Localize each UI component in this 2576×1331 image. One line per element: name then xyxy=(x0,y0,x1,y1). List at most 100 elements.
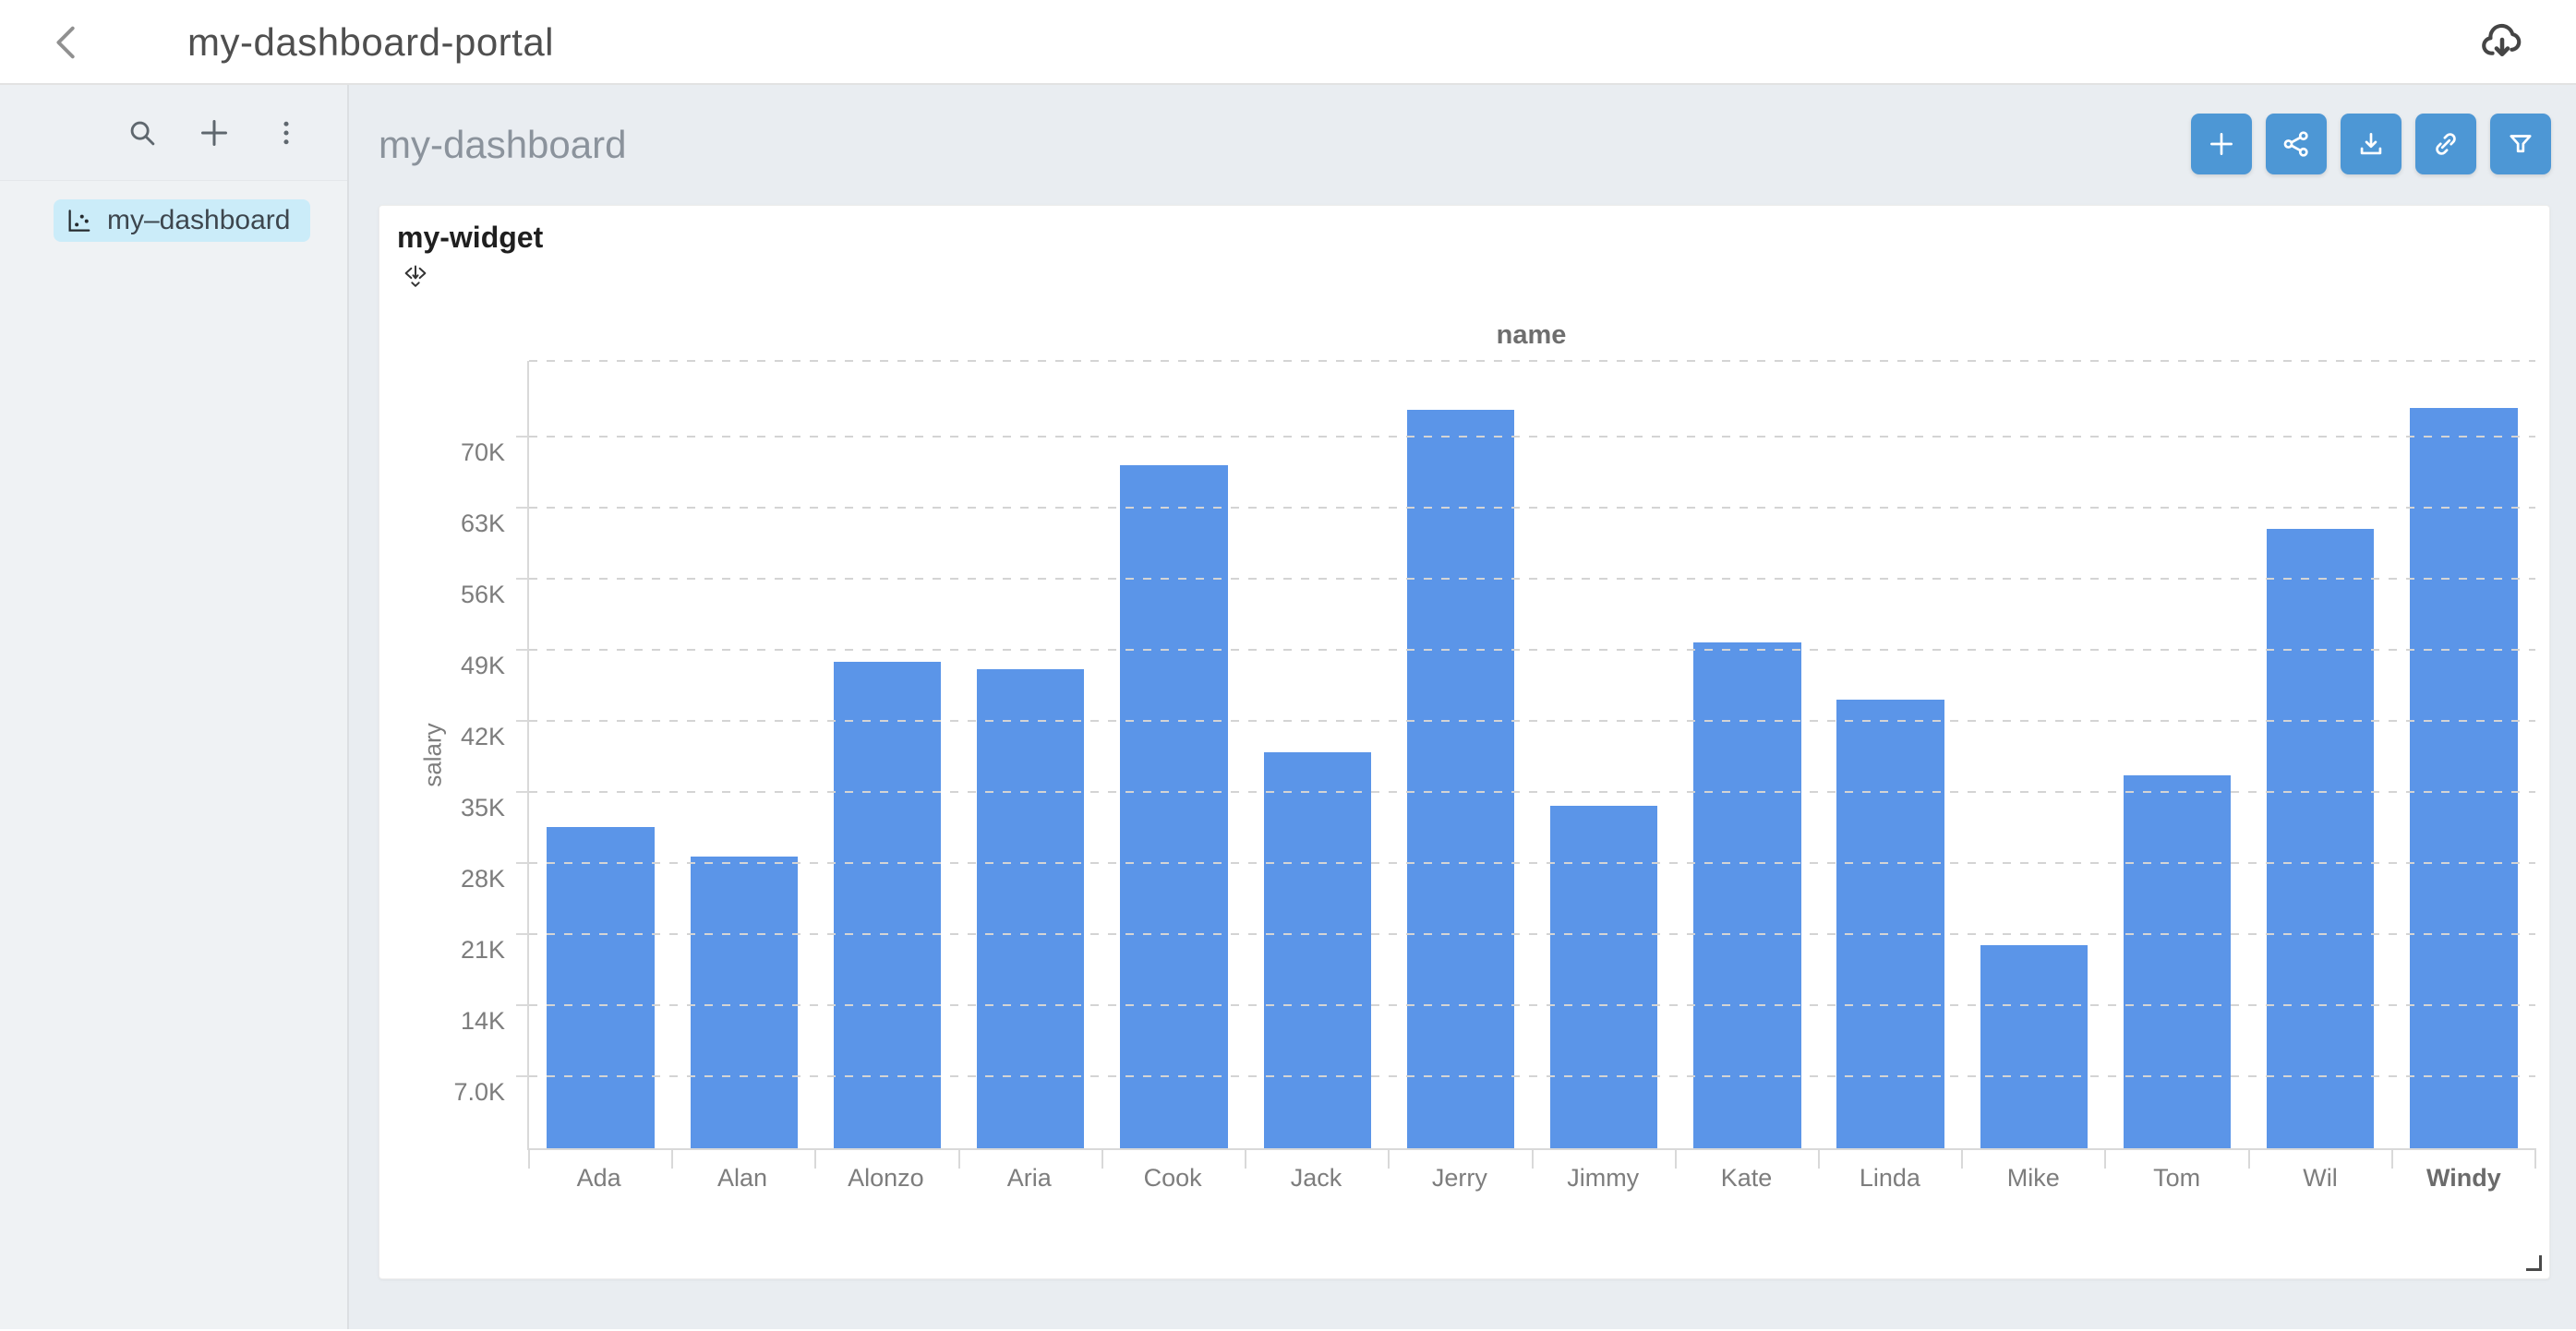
x-tick-mark xyxy=(2247,1148,2250,1169)
filter-icon xyxy=(2510,135,2532,153)
bar-linda[interactable] xyxy=(1836,699,1944,1148)
sidebar-toolbar xyxy=(0,85,347,181)
bar-wil[interactable] xyxy=(2267,528,2375,1148)
search-button[interactable] xyxy=(122,113,163,153)
gridline xyxy=(529,506,2535,509)
main-header: my-dashboard xyxy=(349,85,2576,205)
y-tick-label: 14K xyxy=(460,1006,505,1035)
bar-windy[interactable] xyxy=(2410,407,2518,1148)
chart-title: name xyxy=(1496,320,1567,350)
bar-ada[interactable] xyxy=(547,827,655,1148)
bar-slot xyxy=(2392,361,2535,1148)
bar-slot xyxy=(529,361,672,1148)
y-tick-mark xyxy=(516,719,527,722)
x-label-jack: Jack xyxy=(1290,1164,1342,1192)
add-button[interactable] xyxy=(194,113,235,153)
download-icon xyxy=(2360,133,2382,155)
gridline xyxy=(529,1003,2535,1006)
x-label-kate: Kate xyxy=(1720,1164,1773,1192)
main-panel: my-dashboard my-wid xyxy=(349,85,2576,1329)
gridline xyxy=(529,719,2535,722)
gridline xyxy=(529,861,2535,864)
gridline xyxy=(529,648,2535,651)
x-tick-mark xyxy=(671,1148,674,1169)
download-button[interactable] xyxy=(2341,114,2401,174)
y-tick-mark xyxy=(516,577,527,580)
chevron-left-icon xyxy=(56,26,75,59)
gridline xyxy=(529,790,2535,793)
bar-slot xyxy=(959,361,1102,1148)
bar-kate[interactable] xyxy=(1693,642,1801,1148)
bar-slot xyxy=(1962,361,2105,1148)
y-tick-mark xyxy=(516,932,527,935)
x-tick-mark xyxy=(1961,1148,1964,1169)
x-label-linda: Linda xyxy=(1859,1164,1920,1192)
bar-slot xyxy=(1819,361,1962,1148)
x-tick-mark xyxy=(1531,1148,1534,1169)
bar-slot xyxy=(1676,361,1819,1148)
share-button[interactable] xyxy=(2266,114,2327,174)
x-tick-mark xyxy=(528,1148,530,1169)
sidebar-item-my-dashboard[interactable]: my–dashboard xyxy=(54,199,311,242)
bar-aria[interactable] xyxy=(977,668,1085,1148)
bar-slot xyxy=(2105,361,2248,1148)
bar-jimmy[interactable] xyxy=(1549,806,1658,1148)
export-button[interactable] xyxy=(2476,18,2528,66)
bar-slot xyxy=(1533,361,1676,1148)
dashboard-title: my-dashboard xyxy=(379,123,627,166)
x-label-alonzo: Alonzo xyxy=(848,1164,924,1192)
x-tick-mark xyxy=(1101,1148,1103,1169)
y-tick-label: 35K xyxy=(460,793,505,821)
gridline xyxy=(529,1074,2535,1077)
gridline xyxy=(529,932,2535,935)
bar-slot xyxy=(2249,361,2392,1148)
plot-top-border xyxy=(529,360,2535,362)
resize-handle[interactable] xyxy=(2526,1255,2542,1271)
x-label-jerry: Jerry xyxy=(1431,1164,1487,1192)
bar-tom[interactable] xyxy=(2123,775,2232,1148)
kebab-menu-icon xyxy=(283,121,289,144)
bar-slot xyxy=(1389,361,1532,1148)
y-tick-label: 49K xyxy=(460,651,505,679)
y-tick-label: 70K xyxy=(460,438,505,466)
bar-alan[interactable] xyxy=(690,857,799,1148)
x-tick-mark xyxy=(1674,1148,1677,1169)
bar-alonzo[interactable] xyxy=(833,661,942,1148)
bar-slot xyxy=(672,361,815,1148)
move-icon xyxy=(404,265,427,287)
bar-slot xyxy=(1102,361,1246,1148)
search-icon xyxy=(130,121,155,145)
y-tick-mark xyxy=(516,861,527,864)
x-label-wil: Wil xyxy=(2303,1164,2338,1192)
add-widget-button[interactable] xyxy=(2191,114,2252,174)
x-tick-mark xyxy=(957,1148,960,1169)
more-button[interactable] xyxy=(266,113,307,153)
bars-container xyxy=(529,361,2535,1148)
bar-slot xyxy=(1246,361,1389,1148)
x-tick-mark xyxy=(814,1148,817,1169)
x-label-jimmy: Jimmy xyxy=(1567,1164,1640,1192)
back-button[interactable] xyxy=(41,20,92,65)
bar-chart: name salary 7.0K 14K 21K 28K 35K 42K 49K 56K 63K… xyxy=(379,206,2549,1278)
x-tick-mark xyxy=(2390,1148,2393,1169)
dashboard-toolbar xyxy=(2191,114,2551,174)
move-handle[interactable] xyxy=(402,263,429,291)
x-label-mike: Mike xyxy=(2006,1164,2060,1192)
top-bar: my-dashboard-portal xyxy=(0,0,2576,85)
plot-area: 7.0K 14K 21K 28K 35K 42K 49K 56K 63K 70K xyxy=(453,360,2536,1169)
widget-card: my-widget name salary 7.0K 14K 21K 28K 35K 42… xyxy=(379,205,2550,1279)
bar-mike[interactable] xyxy=(1980,944,2088,1148)
bar-jack[interactable] xyxy=(1263,751,1371,1148)
x-axis-labels: Ada Alan Alonzo Aria Cook Jack Jerry Jimmy Kate L… xyxy=(527,1164,2535,1193)
y-tick-mark xyxy=(516,506,527,509)
bar-jerry[interactable] xyxy=(1406,409,1515,1148)
content-area: my–dashboard my-dashboard xyxy=(0,85,2576,1329)
filter-button[interactable] xyxy=(2490,114,2551,174)
bar-cook[interactable] xyxy=(1120,465,1228,1148)
y-tick-label: 42K xyxy=(460,722,505,750)
plus-icon xyxy=(2210,133,2233,155)
y-tick-label: 28K xyxy=(460,864,505,893)
link-button[interactable] xyxy=(2415,114,2476,174)
y-tick-mark xyxy=(516,1074,527,1077)
y-tick-label: 56K xyxy=(460,580,505,608)
